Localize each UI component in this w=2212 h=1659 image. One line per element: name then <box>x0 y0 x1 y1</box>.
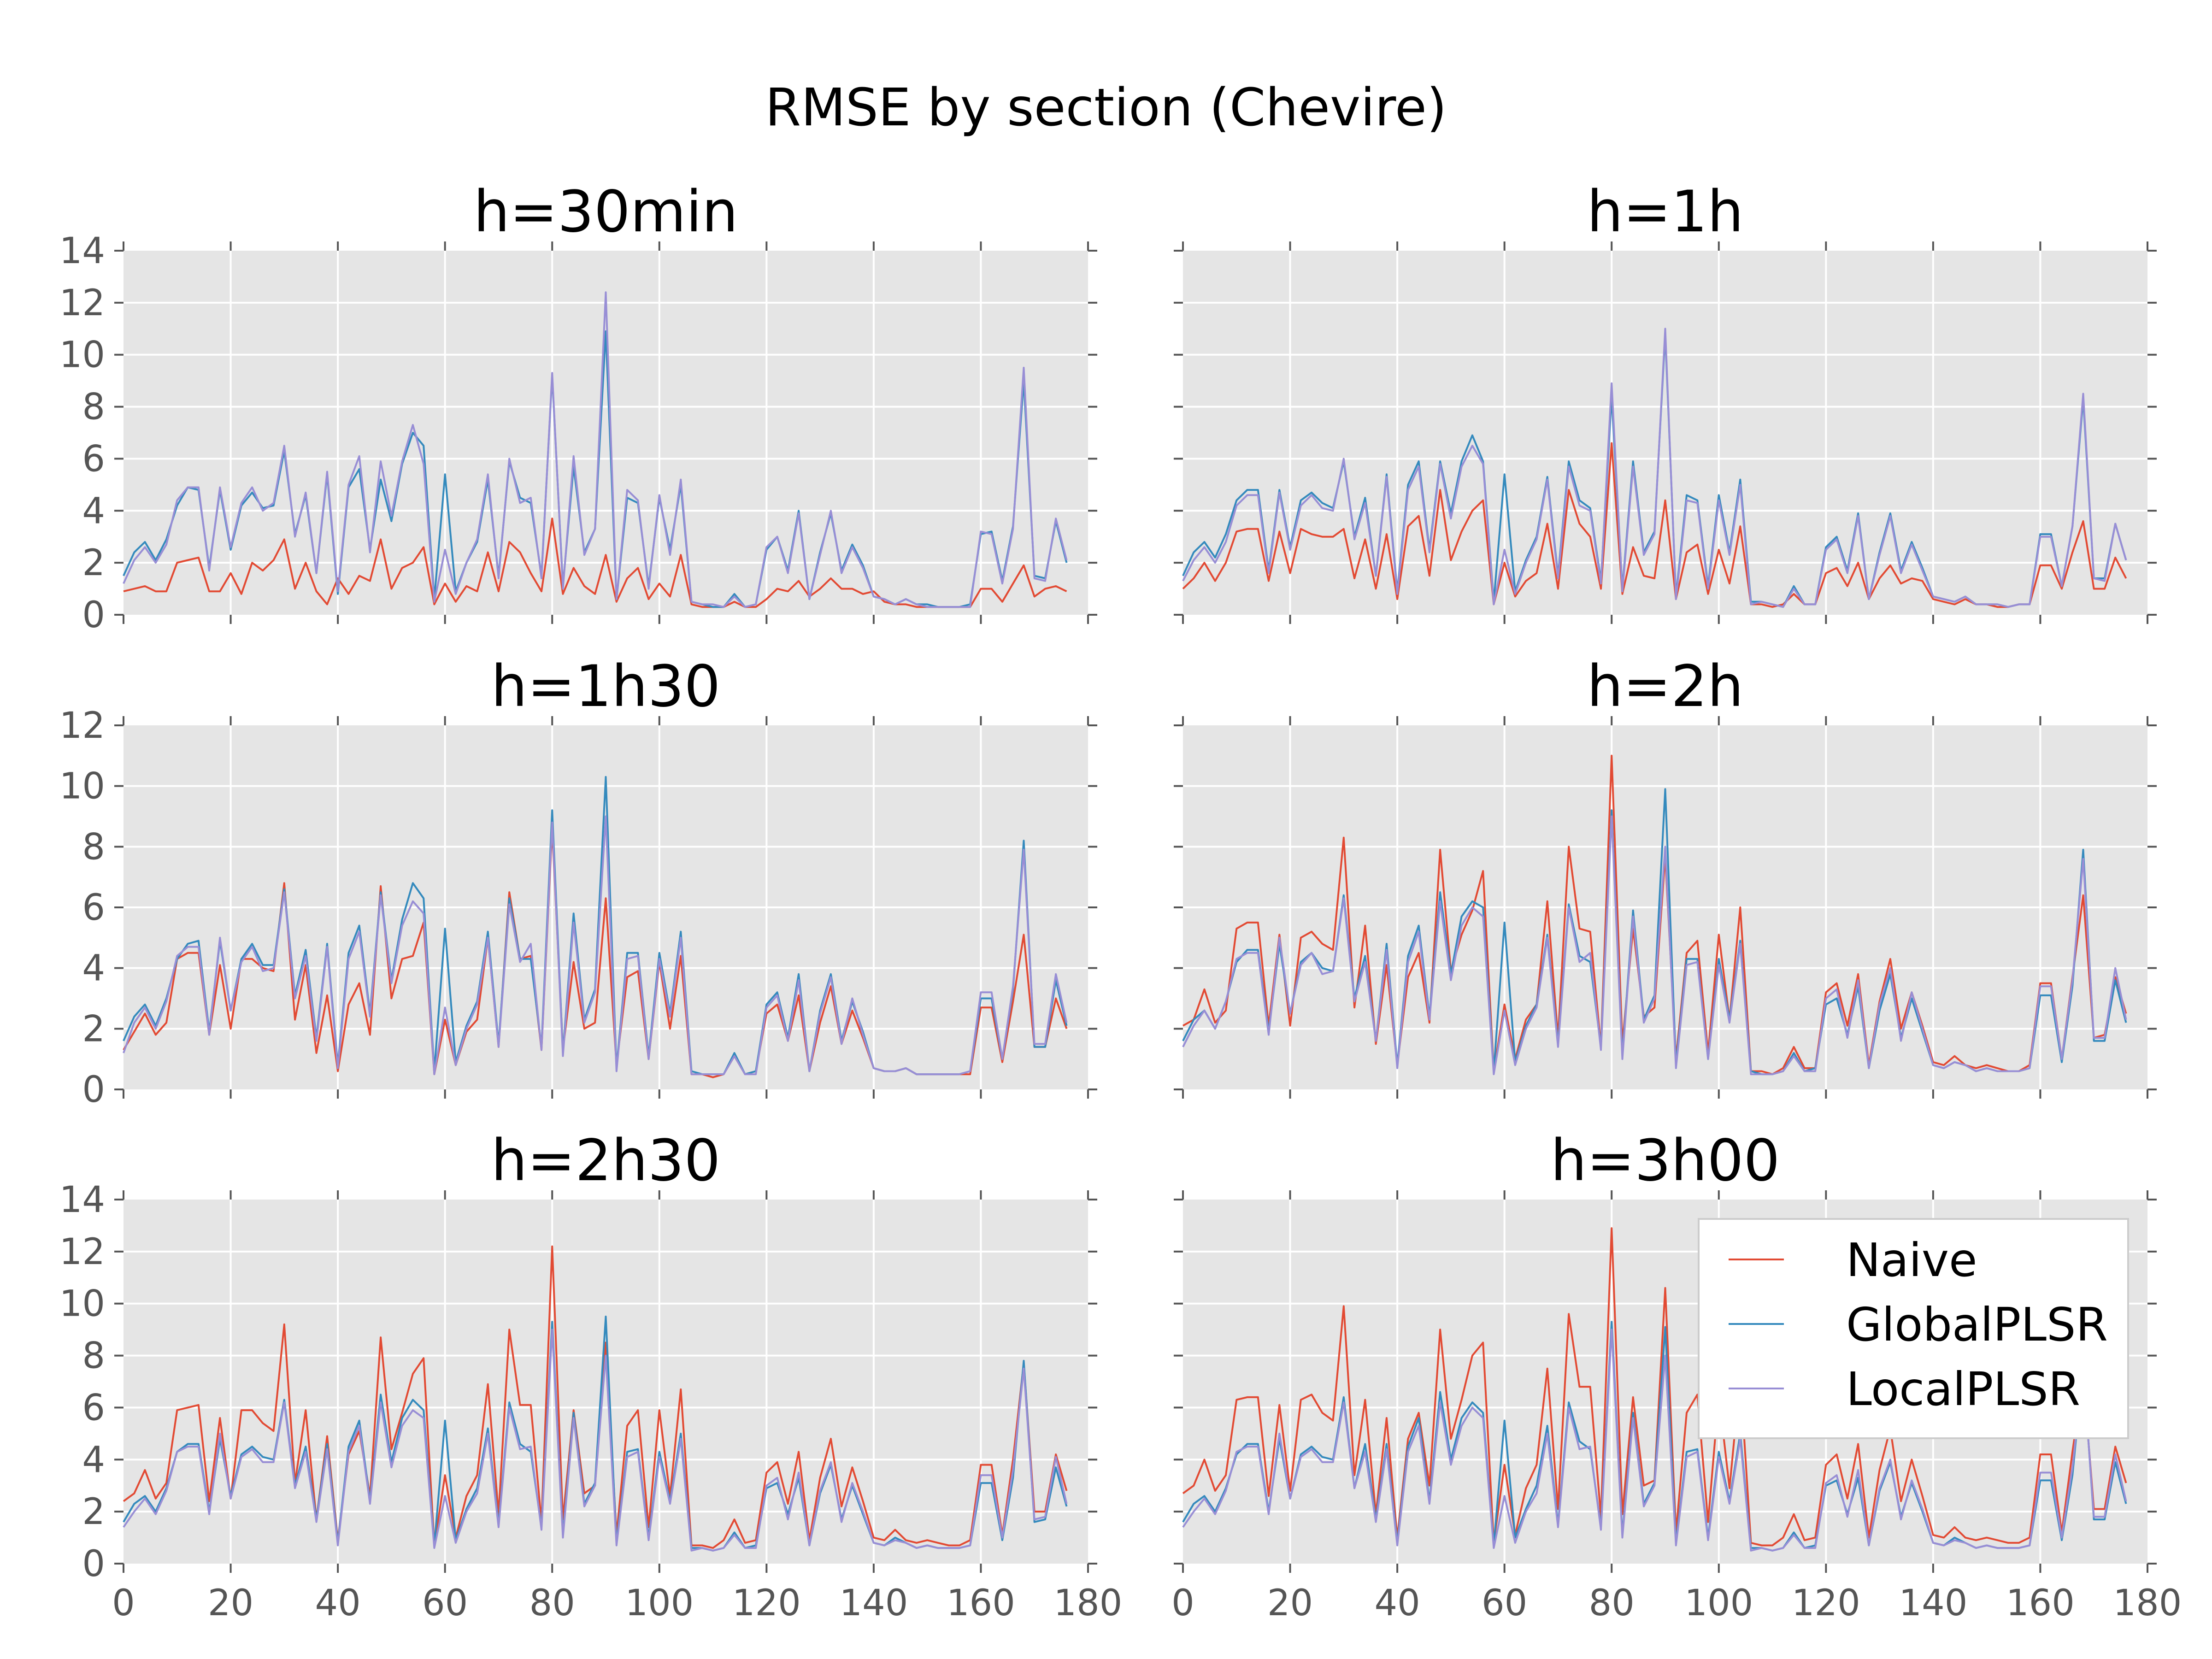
series-line-naive <box>1182 442 2127 608</box>
y-tick-label: 12 <box>59 1231 105 1273</box>
x-tick-label: 60 <box>1482 1583 1527 1624</box>
y-tick-label: 2 <box>82 1491 105 1533</box>
y-tick-label: 0 <box>82 1543 105 1585</box>
series-group <box>1182 754 2127 1076</box>
series-line-localplsr <box>123 1329 1068 1552</box>
x-tick-label: 160 <box>947 1583 1015 1624</box>
panel-1: 0 2 4 6 8 10 12 14 h=30min <box>59 179 1097 636</box>
panel-title: h=3h00 <box>1551 1128 1780 1194</box>
x-tick-label: 140 <box>839 1583 908 1624</box>
panel-title: h=1h30 <box>491 653 721 720</box>
series-line-localplsr <box>123 815 1068 1076</box>
plot-area <box>124 1200 1088 1564</box>
y-tick-label: 0 <box>82 594 105 636</box>
y-tick-label: 4 <box>82 948 105 989</box>
y-tick-label: 8 <box>82 1335 105 1377</box>
series-group <box>1182 1227 2127 1552</box>
y-tick-label: 6 <box>82 438 105 480</box>
x-tick-label: 120 <box>1792 1583 1860 1624</box>
y-tick-label: 2 <box>82 542 105 584</box>
legend-box <box>1698 1218 2129 1439</box>
legend-label: GlobalPLSR <box>1846 1298 2108 1352</box>
series-line-naive <box>123 518 1067 608</box>
series-line-localplsr <box>123 291 1068 608</box>
legend-label: Naive <box>1846 1233 1977 1287</box>
x-tick-label: 0 <box>1171 1583 1194 1624</box>
x-tick-label: 160 <box>2006 1583 2075 1624</box>
y-tick-label: 12 <box>59 705 105 747</box>
series-group <box>123 291 1068 608</box>
y-tick-label: 6 <box>82 1387 105 1429</box>
tick-marks <box>1174 716 2157 1099</box>
series-group <box>123 776 1068 1078</box>
y-tick-label: 4 <box>82 490 105 532</box>
y-tick-label: 8 <box>82 387 105 428</box>
panel-2: h=1h <box>1174 179 2157 624</box>
legend-label: LocalPLSR <box>1846 1362 2080 1416</box>
legend: Naive GlobalPLSR LocalPLSR <box>1698 1218 2129 1439</box>
x-tick-label: 20 <box>1267 1583 1313 1624</box>
y-tick-label: 12 <box>59 282 105 324</box>
x-tick-label: 100 <box>1684 1583 1753 1624</box>
panel-3: 0 2 4 6 8 10 12 h=1h30 <box>59 653 1097 1111</box>
x-tick-label: 40 <box>315 1583 360 1624</box>
gridlines <box>124 1200 1088 1564</box>
y-tick-label: 8 <box>82 826 105 868</box>
y-tick-label: 2 <box>82 1008 105 1050</box>
x-tick-label: 60 <box>422 1583 468 1624</box>
y-tick-label: 10 <box>59 766 105 807</box>
panels: 0 2 4 6 8 10 12 14 h=30min h=1h 0 2 4 6 8 10 12 h=1h30 h=2… <box>59 179 2182 1624</box>
panel-title: h=30min <box>473 179 738 245</box>
panel-title: h=2h30 <box>491 1128 721 1194</box>
x-tick-label: 180 <box>1054 1583 1123 1624</box>
series-group <box>123 1245 1068 1552</box>
y-tick-label: 14 <box>59 230 105 272</box>
panel-4: h=2h <box>1174 653 2157 1099</box>
figure-title: RMSE by section (Chevire) <box>765 78 1447 138</box>
series-line-localplsr <box>1182 1329 2127 1552</box>
series-line-localplsr <box>1182 328 2127 608</box>
y-tick-label: 10 <box>59 335 105 376</box>
plot-area <box>1183 251 2147 615</box>
y-tick-label: 6 <box>82 887 105 929</box>
x-tick-label: 0 <box>112 1583 135 1624</box>
y-tick-label: 10 <box>59 1283 105 1325</box>
tick-marks <box>114 241 1097 624</box>
x-tick-label: 80 <box>1589 1583 1635 1624</box>
x-tick-label: 80 <box>529 1583 575 1624</box>
x-tick-label: 40 <box>1374 1583 1420 1624</box>
tick-marks <box>114 716 1097 1099</box>
x-tick-label: 120 <box>732 1583 801 1624</box>
series-group <box>1182 328 2127 608</box>
tick-marks <box>1174 241 2157 624</box>
series-line-localplsr <box>1182 815 2127 1076</box>
tick-marks <box>114 1190 1097 1573</box>
y-tick-label: 14 <box>59 1179 105 1221</box>
y-tick-label: 0 <box>82 1069 105 1111</box>
tick-marks <box>1174 1190 2157 1573</box>
x-tick-label: 100 <box>625 1583 694 1624</box>
x-tick-label: 20 <box>208 1583 253 1624</box>
panel-title: h=2h <box>1587 653 1744 720</box>
x-tick-label: 140 <box>1899 1583 1967 1624</box>
panel-title: h=1h <box>1587 179 1744 245</box>
x-tick-label: 180 <box>2113 1583 2182 1624</box>
y-tick-label: 4 <box>82 1439 105 1481</box>
gridlines <box>1183 725 2147 1089</box>
